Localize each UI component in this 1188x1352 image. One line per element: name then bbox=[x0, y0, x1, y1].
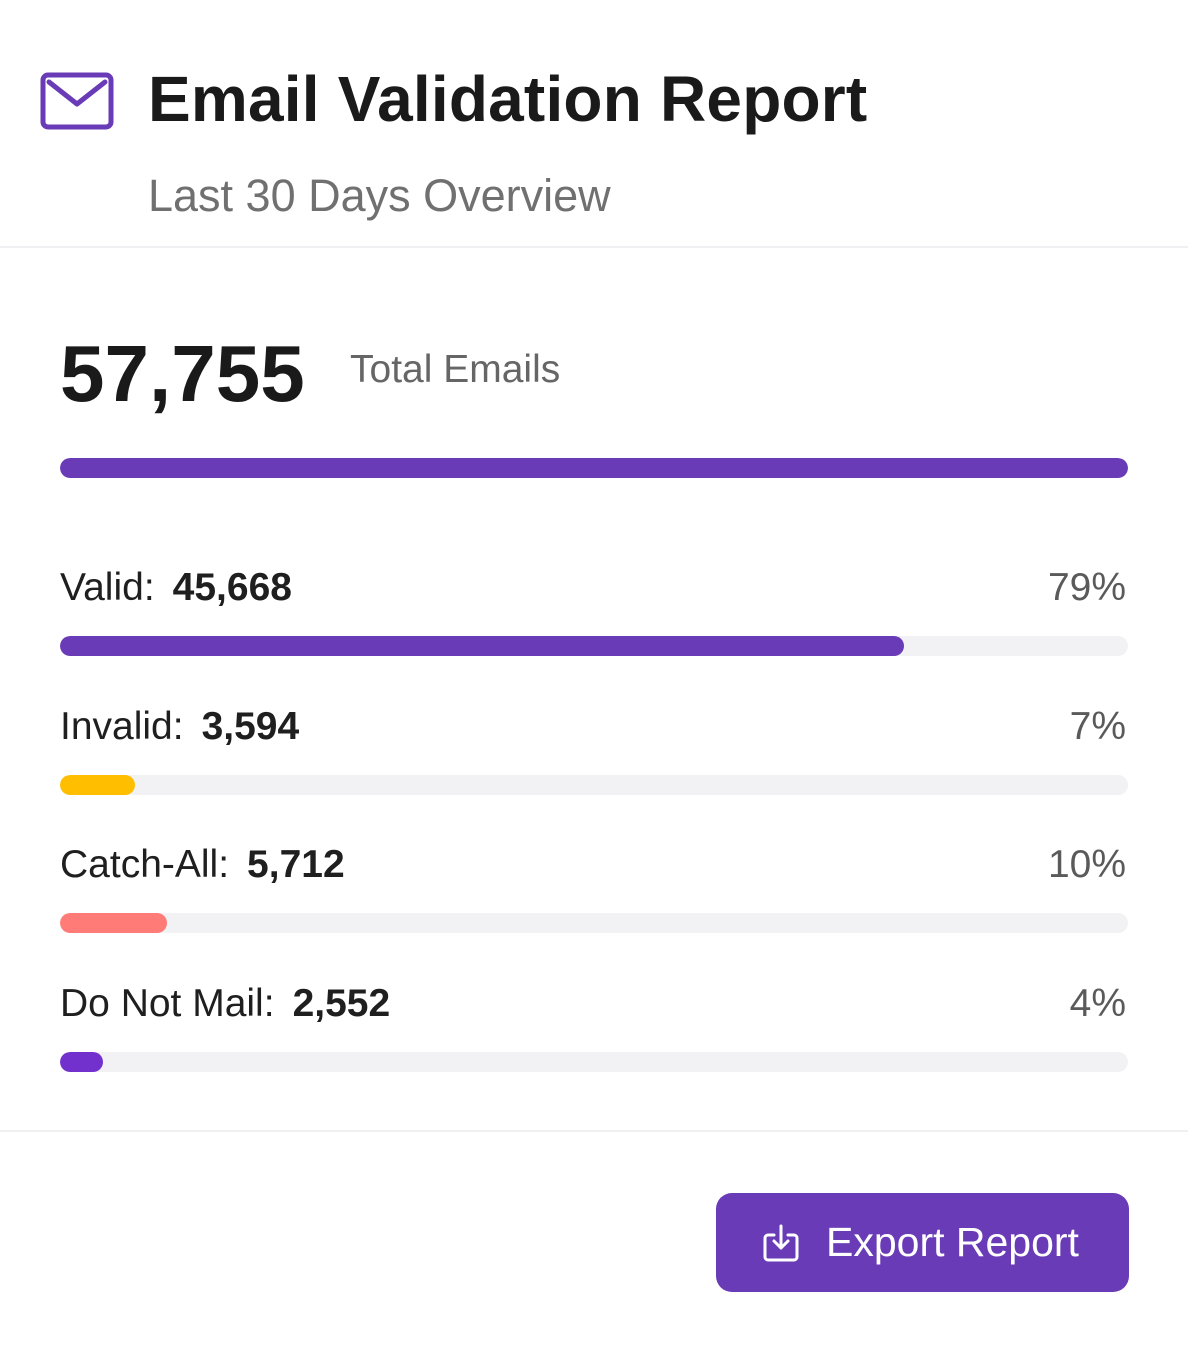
page-title: Email Validation Report bbox=[148, 63, 868, 135]
export-report-label: Export Report bbox=[826, 1219, 1079, 1265]
invalid-percent: 7% bbox=[1069, 705, 1126, 748]
do-not-mail-percent: 4% bbox=[1069, 982, 1126, 1025]
card-header: Email Validation Report Last 30 Days Ove… bbox=[0, 0, 1188, 248]
total-emails-value: 57,755 bbox=[60, 329, 305, 418]
valid-percent: 79% bbox=[1047, 566, 1126, 609]
catch-all-progress-track bbox=[60, 913, 1128, 933]
valid-count: 45,668 bbox=[172, 566, 292, 609]
valid-row-label: Valid: 45,668 bbox=[60, 566, 292, 610]
catch-all-row-label: Catch-All: 5,712 bbox=[60, 843, 345, 887]
export-report-button[interactable]: Export Report bbox=[716, 1193, 1129, 1292]
catch-all-progress-fill bbox=[60, 913, 167, 933]
invalid-progress-fill bbox=[60, 775, 135, 795]
do-not-mail-name: Do Not Mail: bbox=[60, 982, 275, 1025]
total-progress-track bbox=[60, 458, 1128, 478]
invalid-name: Invalid: bbox=[60, 705, 184, 748]
total-progress-fill bbox=[60, 458, 1128, 478]
valid-progress-fill bbox=[60, 636, 904, 656]
catch-all-percent: 10% bbox=[1047, 843, 1126, 886]
footer-divider bbox=[0, 1130, 1188, 1132]
invalid-progress-track bbox=[60, 775, 1128, 795]
invalid-row-label: Invalid: 3,594 bbox=[60, 705, 299, 749]
catch-all-count: 5,712 bbox=[247, 843, 345, 886]
total-emails-label: Total Emails bbox=[350, 348, 561, 391]
do-not-mail-progress-fill bbox=[60, 1052, 103, 1072]
invalid-count: 3,594 bbox=[201, 705, 300, 748]
valid-name: Valid: bbox=[60, 566, 155, 609]
page-subtitle: Last 30 Days Overview bbox=[148, 170, 611, 221]
do-not-mail-progress-track bbox=[60, 1052, 1128, 1072]
catch-all-name: Catch-All: bbox=[60, 843, 230, 886]
do-not-mail-count: 2,552 bbox=[292, 982, 391, 1025]
download-tray-icon bbox=[763, 1224, 799, 1262]
do-not-mail-row-label: Do Not Mail: 2,552 bbox=[60, 982, 390, 1026]
mail-icon bbox=[40, 72, 114, 130]
valid-progress-track bbox=[60, 636, 1128, 656]
